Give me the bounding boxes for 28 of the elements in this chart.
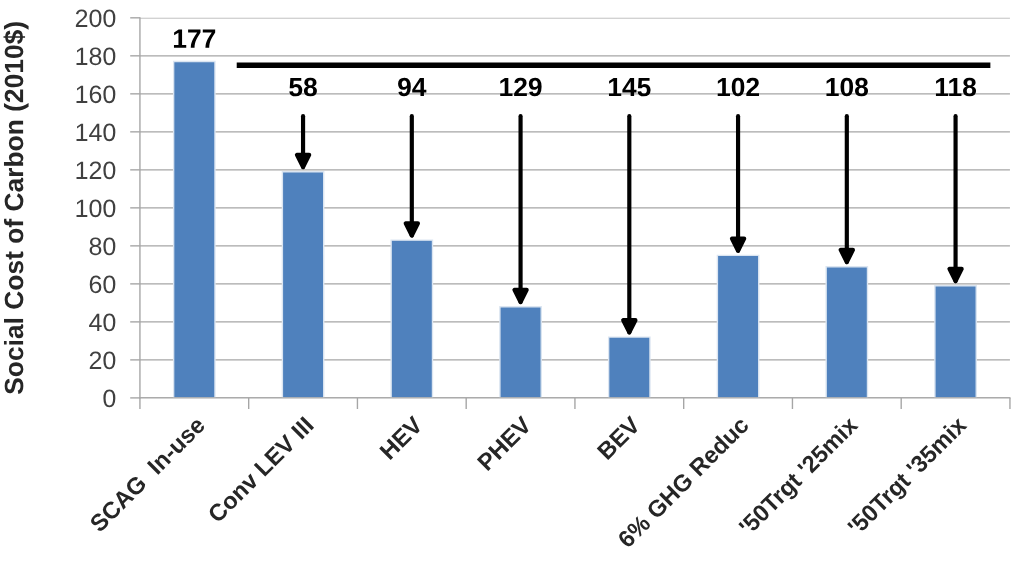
annotation: 129	[500, 77, 542, 97]
y-tick-label: 100	[76, 199, 116, 218]
y-tick-label: 80	[89, 237, 116, 256]
bar	[934, 285, 977, 398]
annotation: 58	[289, 77, 317, 97]
y-tick-label: 40	[89, 313, 116, 332]
bar	[825, 266, 869, 398]
annotation: 102	[717, 77, 760, 97]
bar	[172, 60, 216, 398]
y-tick-label: 180	[76, 47, 116, 66]
y-tick-label: 60	[89, 275, 116, 294]
bar	[716, 254, 760, 398]
y-tick-label: 0	[103, 389, 116, 408]
y-tick-label: 140	[76, 123, 116, 142]
bar	[390, 239, 434, 398]
annotation: 118	[935, 77, 977, 97]
bar	[607, 336, 651, 398]
annotation: 108	[826, 77, 869, 97]
bar	[281, 171, 325, 398]
data-label: 177	[173, 29, 216, 48]
annotation: 145	[608, 77, 651, 97]
y-tick-label: 20	[89, 351, 116, 370]
y-axis-title: Social Cost of Carbon (2010$)	[3, 22, 29, 395]
y-tick-label: 200	[75, 9, 116, 28]
annotation: 94	[398, 77, 427, 97]
y-tick-label: 120	[76, 161, 116, 180]
y-tick-label: 160	[76, 85, 116, 104]
bar	[499, 305, 542, 398]
